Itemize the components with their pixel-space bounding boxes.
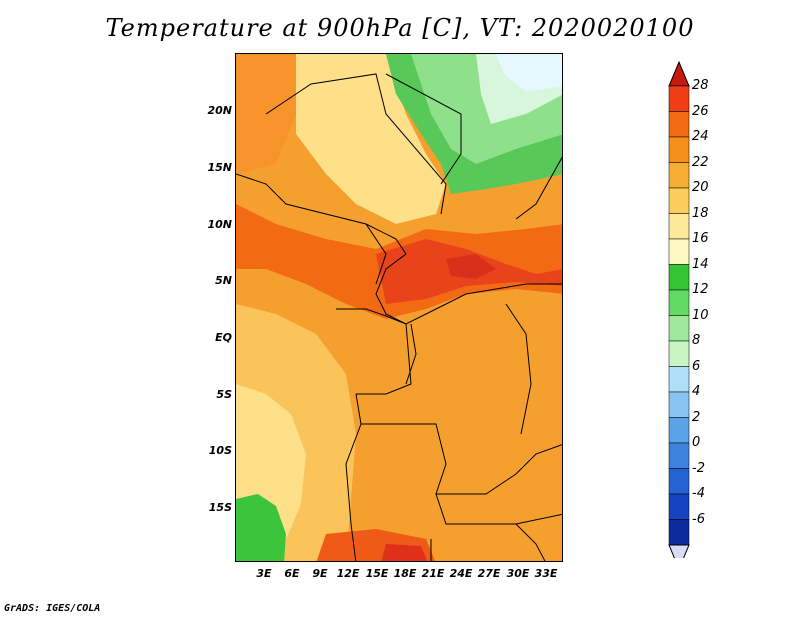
colorbar-tick-label: 2 bbox=[692, 409, 701, 425]
lat-label-5n: 5N bbox=[215, 274, 232, 287]
colorbar-segment bbox=[668, 85, 690, 112]
colorbar-tick-label: -2 bbox=[692, 460, 705, 476]
colorbar-segment bbox=[668, 442, 690, 469]
lon-label-3e: 3E bbox=[256, 567, 272, 580]
colorbar-tick-label: 22 bbox=[692, 154, 709, 170]
colorbar-tick-label: 10 bbox=[692, 307, 709, 323]
lat-label-10s: 10S bbox=[208, 444, 232, 457]
colorbar-tick-label: 26 bbox=[692, 103, 709, 119]
colorbar-tick-label: 12 bbox=[692, 282, 709, 297]
lon-label-12e: 12E bbox=[336, 567, 360, 580]
colorbar-segment bbox=[668, 519, 690, 546]
northeast-cold-zone bbox=[496, 54, 562, 92]
colorbar-tick-label: 18 bbox=[692, 205, 709, 221]
colorbar-segment bbox=[668, 136, 690, 163]
colorbar-tick-label: 0 bbox=[692, 435, 701, 450]
colorbar-bottom-arrow bbox=[668, 544, 690, 558]
lat-label-20n: 20N bbox=[207, 104, 232, 117]
colorbar-segment bbox=[668, 417, 690, 444]
grads-credit: GrADS: IGES/COLA bbox=[4, 603, 101, 614]
colorbar-tick-label: 4 bbox=[692, 384, 701, 399]
lon-label-6e: 6E bbox=[284, 567, 300, 580]
lon-label-24e: 24E bbox=[449, 567, 473, 580]
lat-label-10n: 10N bbox=[207, 218, 232, 231]
lon-label-18e: 18E bbox=[393, 567, 417, 580]
colorbar-top-arrow bbox=[668, 60, 690, 87]
colorbar-segment bbox=[668, 238, 690, 265]
colorbar-tick-label: 24 bbox=[692, 129, 709, 144]
temperature-map bbox=[236, 54, 562, 561]
colorbar-segment bbox=[668, 315, 690, 342]
lon-label-33e: 33E bbox=[534, 567, 558, 580]
colorbar-segment bbox=[668, 289, 690, 316]
lon-label-15e: 15E bbox=[365, 567, 389, 580]
colorbar bbox=[668, 60, 690, 558]
lon-label-9e: 9E bbox=[312, 567, 328, 580]
colorbar-tick-label: 6 bbox=[692, 358, 701, 374]
colorbar-segment bbox=[668, 111, 690, 138]
south-peak-zone bbox=[381, 544, 428, 561]
colorbar-segment bbox=[668, 213, 690, 240]
lat-label-eq: EQ bbox=[215, 331, 232, 344]
colorbar-tick-label: 8 bbox=[692, 333, 701, 348]
north-pale-zone bbox=[296, 54, 446, 224]
lon-label-30e: 30E bbox=[506, 567, 530, 580]
lat-label-15s: 15S bbox=[208, 501, 232, 514]
colorbar-tick-label: 28 bbox=[692, 78, 709, 93]
lat-label-5s: 5S bbox=[216, 388, 232, 401]
colorbar-segment bbox=[668, 493, 690, 520]
colorbar-segment bbox=[668, 366, 690, 393]
southwest-cool-zone bbox=[236, 494, 286, 561]
lon-label-21e: 21E bbox=[421, 567, 445, 580]
map-panel bbox=[235, 53, 563, 562]
country-borders bbox=[236, 73, 562, 561]
colorbar-tick-label: 14 bbox=[692, 256, 709, 272]
colorbar-segment bbox=[668, 340, 690, 367]
colorbar-tick-label: -4 bbox=[692, 486, 705, 501]
lon-label-27e: 27E bbox=[477, 567, 501, 580]
colorbar-segment bbox=[668, 162, 690, 189]
colorbar-tick-label: 16 bbox=[692, 231, 709, 246]
colorbar-segment bbox=[668, 187, 690, 214]
colorbar-segment bbox=[668, 468, 690, 495]
central-peak-zone bbox=[446, 254, 496, 279]
map-title: Temperature at 900hPa [C], VT: 202002010… bbox=[105, 14, 695, 42]
colorbar-tick-label: 20 bbox=[692, 180, 709, 195]
colorbar-tick-label: -6 bbox=[692, 511, 705, 527]
colorbar-segment bbox=[668, 391, 690, 418]
colorbar-segment bbox=[668, 264, 690, 291]
lat-label-15n: 15N bbox=[207, 161, 232, 174]
